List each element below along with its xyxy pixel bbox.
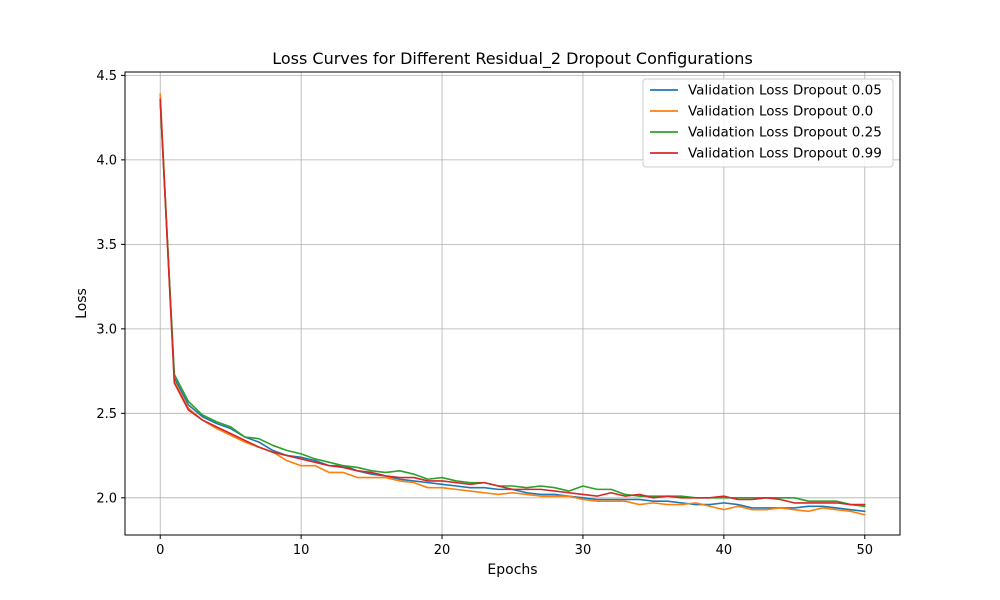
x-tick-label: 50: [856, 543, 873, 558]
plot-frame: [124, 71, 901, 536]
series-line-2: [159, 93, 866, 516]
y-tick-label: 4.0: [96, 153, 117, 168]
x-tick-label: 30: [575, 543, 592, 558]
axis-ticks: 0 10 20 30 40 50 2.0 2.5 3.0 3.5 4.0 4.5: [96, 69, 873, 558]
y-tick-label: 2.0: [96, 491, 117, 506]
x-tick-label: 20: [434, 543, 451, 558]
x-tick-label: 40: [716, 543, 733, 558]
legend-box: [642, 78, 894, 168]
y-tick-label: 2.5: [96, 407, 117, 422]
legend-label-1: Validation Loss Dropout 0.05: [688, 83, 882, 99]
series-line-3: [159, 99, 866, 508]
chart-title: Loss Curves for Different Residual_2 Dro…: [272, 49, 753, 69]
x-tick-label: 10: [293, 543, 310, 558]
series-line-4: [159, 98, 866, 506]
x-tick-label: 0: [156, 543, 164, 558]
legend-label-2: Validation Loss Dropout 0.0: [688, 104, 873, 120]
legend: Validation Loss Dropout 0.05 Validation L…: [642, 78, 894, 168]
y-tick-label: 4.5: [96, 69, 117, 84]
legend-label-3: Validation Loss Dropout 0.25: [688, 125, 882, 141]
y-axis-title: Loss: [74, 288, 90, 319]
series-lines: [159, 93, 866, 516]
y-tick-label: 3.5: [96, 238, 117, 253]
y-tick-label: 3.0: [96, 322, 117, 337]
x-axis-title: Epochs: [487, 562, 537, 578]
legend-label-4: Validation Loss Dropout 0.99: [688, 146, 882, 162]
